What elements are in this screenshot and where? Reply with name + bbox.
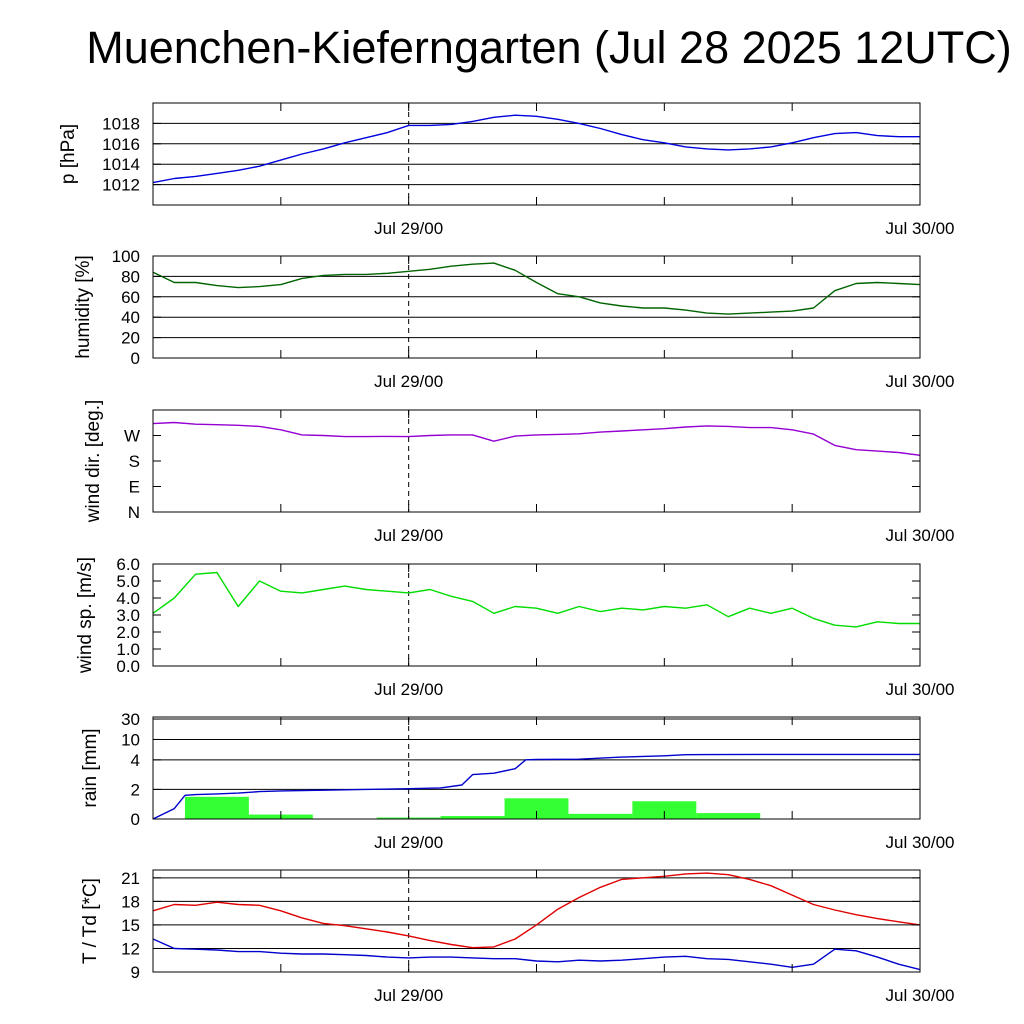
humidity-line (152, 262, 921, 315)
plot-frame (152, 102, 921, 206)
y-tick-label: E (129, 478, 140, 497)
y-tick-label: 80 (121, 267, 140, 286)
plot-frame (152, 869, 921, 973)
wind-direction-line (152, 421, 921, 456)
y-tick-label: 4 (131, 751, 140, 770)
y-tick-label: 9 (131, 963, 140, 982)
y-axis-label: humidity [%] (73, 255, 94, 358)
pressure-line (152, 114, 920, 184)
x-tick-label: Jul 29/00 (374, 986, 443, 1005)
x-tick-label: Jul 29/00 (374, 219, 443, 238)
y-tick-label: 4.0 (116, 589, 140, 608)
y-tick-label: 100 (112, 247, 140, 266)
x-tick-label: Jul 29/00 (374, 680, 443, 699)
y-tick-label: 1014 (102, 155, 140, 174)
temperature-panel: 9 12 15 18 21 Jul 29/00 Jul 30/00 T / Td [*C] (80, 869, 955, 1005)
y-tick-label: 20 (121, 329, 140, 348)
y-axis-label: p [hPa] (58, 124, 79, 184)
y-tick-label: 15 (121, 916, 140, 935)
y-tick-label: 3.0 (116, 606, 140, 625)
x-tick-label: Jul 30/00 (886, 986, 955, 1005)
x-tick-label: Jul 29/00 (374, 372, 443, 391)
wind-speed-line (152, 571, 920, 628)
y-tick-label: 10 (121, 730, 140, 749)
rain-bar (568, 813, 633, 819)
y-tick-label: 30 (121, 710, 140, 729)
plot-frame (152, 409, 921, 513)
y-tick-label: 1012 (102, 176, 140, 195)
y-tick-label: 12 (121, 939, 140, 958)
y-tick-label: 0 (131, 810, 140, 829)
x-tick-label: Jul 30/00 (886, 219, 955, 238)
rain-bar (696, 813, 761, 819)
y-tick-label: 6.0 (116, 555, 140, 574)
y-tick-label: 1.0 (116, 640, 140, 659)
y-tick-label: S (129, 452, 140, 471)
y-tick-label: N (128, 503, 140, 522)
y-axis-label: T / Td [*C] (80, 878, 101, 964)
x-tick-label: Jul 30/00 (886, 372, 955, 391)
x-tick-label: Jul 29/00 (374, 526, 443, 545)
plot-frame (152, 255, 921, 359)
temperature-line (152, 872, 921, 949)
y-tick-label: 18 (121, 892, 140, 911)
wind-speed-panel: 0.01.02.03.04.05.06.0 Jul 29/00 Jul 30/00 w… (75, 555, 955, 699)
y-axis-label: wind sp. [m/s] (75, 557, 96, 674)
y-axis-label: rain [mm] (80, 728, 101, 807)
y-tick-label: 0.0 (116, 657, 140, 676)
y-tick-label: 0 (131, 349, 140, 368)
y-tick-label: 1016 (102, 135, 140, 154)
rain-bar (184, 796, 249, 819)
y-tick-label: 21 (121, 869, 140, 888)
x-tick-label: Jul 30/00 (886, 680, 955, 699)
rain-bar (632, 801, 697, 819)
x-tick-label: Jul 30/00 (886, 526, 955, 545)
x-tick-label: Jul 30/00 (886, 833, 955, 852)
y-tick-label: 2.0 (116, 623, 140, 642)
y-tick-label: 40 (121, 308, 140, 327)
y-axis-label: wind dir. [deg.] (83, 400, 104, 524)
rain-bar (440, 816, 505, 819)
x-tick-label: Jul 29/00 (374, 833, 443, 852)
page-title: Muenchen-Kieferngarten (Jul 28 2025 12UT… (86, 22, 1012, 73)
y-tick-label: 1018 (102, 114, 140, 133)
rain-accumulation-line (152, 753, 920, 820)
y-tick-label: 5.0 (116, 572, 140, 591)
y-tick-label: W (124, 427, 140, 446)
y-tick-label: 60 (121, 288, 140, 307)
rain-bar (504, 798, 569, 819)
y-tick-label: 2 (131, 780, 140, 799)
